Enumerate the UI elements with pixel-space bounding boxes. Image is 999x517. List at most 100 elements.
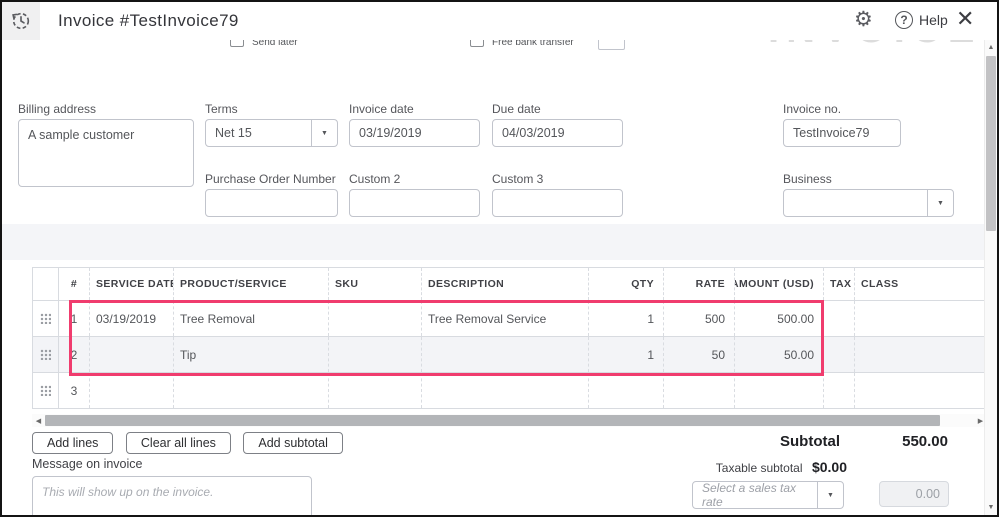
drag-handle-cell bbox=[32, 373, 59, 408]
drag-handle-icon[interactable] bbox=[40, 385, 51, 396]
vertical-scrollbar-thumb[interactable] bbox=[986, 56, 996, 231]
row3-description[interactable] bbox=[422, 373, 589, 408]
table-row: 1 03/19/2019 Tree Removal Tree Removal S… bbox=[32, 301, 987, 337]
help-question-icon: ? bbox=[895, 11, 913, 29]
row2-rate[interactable]: 50 bbox=[664, 337, 735, 372]
horizontal-scrollbar-thumb[interactable] bbox=[45, 415, 940, 426]
invoice-date-label: Invoice date bbox=[349, 102, 414, 116]
scroll-right-icon[interactable]: ▶ bbox=[977, 417, 984, 425]
taxable-subtotal-value: $0.00 bbox=[811, 459, 847, 475]
chevron-down-icon[interactable]: ▼ bbox=[927, 190, 953, 216]
row2-qty[interactable]: 1 bbox=[589, 337, 664, 372]
row1-tax[interactable] bbox=[824, 301, 855, 336]
invoice-no-field[interactable] bbox=[783, 119, 901, 147]
row2-product[interactable]: Tip bbox=[174, 337, 329, 372]
row3-num: 3 bbox=[59, 373, 90, 408]
bank-transfer-checkbox[interactable] bbox=[470, 40, 484, 47]
message-on-invoice-field[interactable] bbox=[32, 476, 312, 515]
terms-label: Terms bbox=[205, 102, 238, 116]
po-number-label: Purchase Order Number bbox=[205, 172, 336, 186]
col-header-amount: AMOUNT (USD) bbox=[735, 268, 824, 300]
line-items-table: # SERVICE DATE PRODUCT/SERVICE SKU DESCR… bbox=[32, 267, 987, 409]
send-later-checkbox[interactable] bbox=[230, 40, 244, 47]
table-actions: Add lines Clear all lines Add subtotal bbox=[32, 432, 351, 454]
horizontal-scrollbar[interactable]: ◀ ▶ bbox=[32, 414, 987, 427]
po-number-field[interactable] bbox=[205, 189, 338, 217]
scroll-up-icon[interactable]: ▲ bbox=[987, 44, 995, 51]
invoice-date-field[interactable] bbox=[349, 119, 480, 147]
custom2-field[interactable] bbox=[349, 189, 480, 217]
terms-value: Net 15 bbox=[215, 126, 252, 140]
row1-description[interactable]: Tree Removal Service bbox=[422, 301, 589, 336]
invoice-no-label: Invoice no. bbox=[783, 102, 842, 116]
drag-handle-icon[interactable] bbox=[40, 349, 51, 360]
col-header-service-date: SERVICE DATE bbox=[90, 268, 174, 300]
row3-amount[interactable] bbox=[735, 373, 824, 408]
header-handle-cell bbox=[32, 268, 59, 300]
drag-handle-cell bbox=[32, 301, 59, 336]
section-divider-band bbox=[2, 224, 985, 260]
row1-rate[interactable]: 500 bbox=[664, 301, 735, 336]
table-header-row: # SERVICE DATE PRODUCT/SERVICE SKU DESCR… bbox=[32, 267, 987, 301]
col-header-description: DESCRIPTION bbox=[422, 268, 589, 300]
add-subtotal-button[interactable]: Add subtotal bbox=[243, 432, 343, 454]
row3-sku[interactable] bbox=[329, 373, 422, 408]
row1-class[interactable] bbox=[855, 301, 987, 336]
add-lines-button[interactable]: Add lines bbox=[32, 432, 114, 454]
row2-description[interactable] bbox=[422, 337, 589, 372]
due-date-field[interactable] bbox=[492, 119, 623, 147]
col-header-tax: TAX bbox=[824, 268, 855, 300]
due-date-label: Due date bbox=[492, 102, 541, 116]
row2-num: 2 bbox=[59, 337, 90, 372]
taxable-subtotal: Taxable subtotal $0.00 bbox=[622, 459, 847, 477]
subtotal-label: Subtotal bbox=[780, 433, 840, 450]
table-row: 3 bbox=[32, 373, 987, 409]
row3-product[interactable] bbox=[174, 373, 329, 408]
row2-service-date[interactable] bbox=[90, 337, 174, 372]
send-later-label: Send later bbox=[252, 40, 298, 48]
sales-tax-rate-dropdown[interactable]: Select a sales tax rate ▼ bbox=[692, 481, 844, 509]
drag-handle-icon[interactable] bbox=[40, 313, 51, 324]
billing-address-field[interactable]: A sample customer bbox=[18, 119, 194, 187]
business-label: Business bbox=[783, 172, 832, 186]
clear-all-lines-button[interactable]: Clear all lines bbox=[125, 432, 231, 454]
row3-class[interactable] bbox=[855, 373, 987, 408]
col-header-sku: SKU bbox=[329, 268, 422, 300]
row1-service-date[interactable]: 03/19/2019 bbox=[90, 301, 174, 336]
taxable-subtotal-label: Taxable subtotal bbox=[715, 461, 803, 475]
chevron-down-icon[interactable]: ▼ bbox=[311, 120, 337, 146]
custom3-field[interactable] bbox=[492, 189, 623, 217]
row3-qty[interactable] bbox=[589, 373, 664, 408]
row2-tax[interactable] bbox=[824, 337, 855, 372]
row3-service-date[interactable] bbox=[90, 373, 174, 408]
col-header-num: # bbox=[59, 268, 90, 300]
row2-sku[interactable] bbox=[329, 337, 422, 372]
terms-dropdown[interactable]: Net 15 ▼ bbox=[205, 119, 338, 147]
col-header-class: CLASS bbox=[861, 278, 899, 290]
gear-icon[interactable]: ⚙ bbox=[854, 8, 873, 31]
row1-sku[interactable] bbox=[329, 301, 422, 336]
col-header-qty: QTY bbox=[589, 268, 664, 300]
row1-amount[interactable]: 500.00 bbox=[735, 301, 824, 336]
vertical-scrollbar[interactable]: ▲ ▼ bbox=[984, 40, 997, 515]
table-row: 2 Tip 1 50 50.00 bbox=[32, 337, 987, 373]
row1-product[interactable]: Tree Removal bbox=[174, 301, 329, 336]
bank-transfer-mini-field[interactable] bbox=[598, 40, 625, 50]
business-dropdown[interactable]: ▼ bbox=[783, 189, 954, 217]
row3-rate[interactable] bbox=[664, 373, 735, 408]
message-on-invoice-label: Message on invoice bbox=[32, 457, 143, 471]
close-icon[interactable]: ✕ bbox=[956, 6, 975, 31]
help-button[interactable]: ? Help bbox=[895, 11, 948, 29]
recent-transactions-button[interactable] bbox=[2, 2, 40, 40]
row1-qty[interactable]: 1 bbox=[589, 301, 664, 336]
scroll-down-icon[interactable]: ▼ bbox=[987, 504, 995, 511]
chevron-down-icon[interactable]: ▼ bbox=[817, 482, 843, 508]
row3-tax[interactable] bbox=[824, 373, 855, 408]
scroll-left-icon[interactable]: ◀ bbox=[35, 417, 42, 425]
drag-handle-cell bbox=[32, 337, 59, 372]
row2-class[interactable] bbox=[855, 337, 987, 372]
row1-num: 1 bbox=[59, 301, 90, 336]
business-value bbox=[784, 190, 927, 216]
row2-amount[interactable]: 50.00 bbox=[735, 337, 824, 372]
